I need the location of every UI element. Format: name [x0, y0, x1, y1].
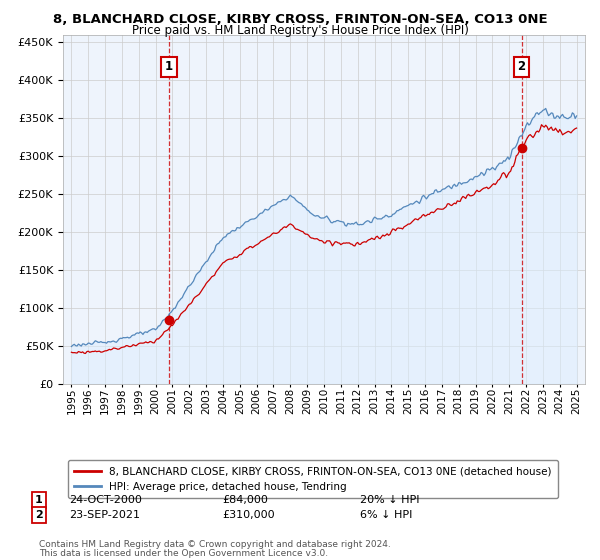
Text: 8, BLANCHARD CLOSE, KIRBY CROSS, FRINTON-ON-SEA, CO13 0NE: 8, BLANCHARD CLOSE, KIRBY CROSS, FRINTON… [53, 13, 547, 26]
Text: 2: 2 [35, 510, 43, 520]
Text: £310,000: £310,000 [222, 510, 275, 520]
Text: £84,000: £84,000 [222, 495, 268, 505]
Text: 23-SEP-2021: 23-SEP-2021 [69, 510, 140, 520]
Text: 20% ↓ HPI: 20% ↓ HPI [360, 495, 419, 505]
Text: 1: 1 [165, 60, 173, 73]
Text: 24-OCT-2000: 24-OCT-2000 [69, 495, 142, 505]
Text: 2: 2 [517, 60, 526, 73]
Text: Price paid vs. HM Land Registry's House Price Index (HPI): Price paid vs. HM Land Registry's House … [131, 24, 469, 37]
Text: This data is licensed under the Open Government Licence v3.0.: This data is licensed under the Open Gov… [39, 549, 328, 558]
Text: 1: 1 [35, 495, 43, 505]
Text: Contains HM Land Registry data © Crown copyright and database right 2024.: Contains HM Land Registry data © Crown c… [39, 540, 391, 549]
Legend: 8, BLANCHARD CLOSE, KIRBY CROSS, FRINTON-ON-SEA, CO13 0NE (detached house), HPI:: 8, BLANCHARD CLOSE, KIRBY CROSS, FRINTON… [68, 460, 557, 498]
Text: 6% ↓ HPI: 6% ↓ HPI [360, 510, 412, 520]
